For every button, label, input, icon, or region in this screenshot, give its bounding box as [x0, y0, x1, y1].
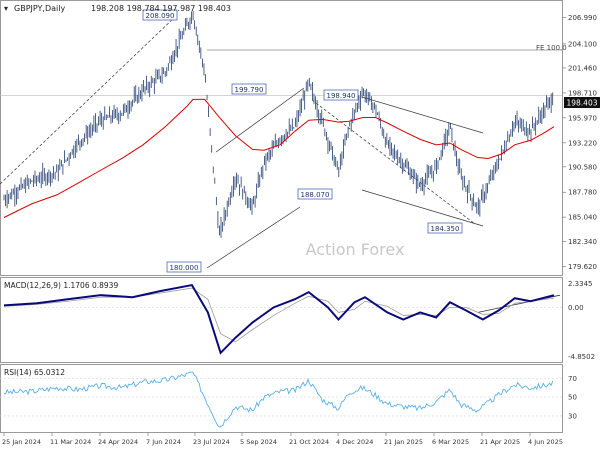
- x-tick-label: 5 Sep 2024: [240, 438, 277, 446]
- macd-tick-label: 0.00: [568, 304, 584, 312]
- rsi-line: [3, 371, 554, 428]
- annotation-label: 180.000: [170, 264, 199, 272]
- annotation-box: [231, 83, 267, 95]
- macd-tick-label: -4.8502: [568, 353, 595, 361]
- price-axis: 206.990 204.100 201.460 198.710 195.970 193.2…: [562, 14, 597, 271]
- x-tick-label: 7 Jun 2024: [146, 438, 181, 446]
- last-price-marker: 198.403: [564, 97, 600, 108]
- price-tick-label: 182.340: [568, 238, 597, 246]
- watermark: Action Forex: [306, 240, 405, 259]
- rsi-panel: 70 50 30 RSI(14) 65.0312: [0, 364, 577, 433]
- annotation-label: 198.940: [327, 92, 356, 100]
- annotation-label: 199.790: [235, 86, 264, 94]
- chart-header: ▾ GBPJPY,Daily 198.208 198.784 197.987 1…: [4, 4, 231, 13]
- x-tick-label: 6 Mar 2025: [432, 438, 469, 446]
- rsi-tick-label: 70: [568, 375, 577, 383]
- last-price-label: 198.403: [566, 99, 597, 108]
- annotation-box: [427, 222, 463, 234]
- rsi-grid: [0, 377, 562, 417]
- macd-line: [3, 283, 555, 355]
- trendlines: [0, 15, 484, 269]
- x-axis: 25 Jan 2024 11 Mar 2024 24 Apr 2024 7 Jun 2…: [2, 433, 563, 446]
- rsi-label: RSI(14) 65.0312: [4, 368, 65, 377]
- price-tick-label: 193.220: [568, 139, 597, 147]
- macd-axis: 2.3345 0.00 -4.8502: [568, 280, 595, 361]
- rsi-tick-label: 30: [568, 412, 577, 420]
- price-tick-label: 206.990: [568, 14, 597, 22]
- fe-label: FE 100.0: [536, 44, 567, 52]
- x-tick-label: 25 Jan 2024: [2, 438, 41, 446]
- price-tick-label: 179.620: [568, 263, 597, 271]
- rsi-tick-label: 50: [568, 394, 577, 402]
- ohlc-label: 198.208 198.784 197.987 198.403: [91, 4, 231, 13]
- annotation-label: 208.090: [146, 12, 175, 20]
- macd-panel-frame: [0, 277, 563, 363]
- annotation-box: [297, 188, 333, 200]
- x-tick-label: 4 Dec 2024: [336, 438, 373, 446]
- x-tick-label: 21 Jan 2025: [384, 438, 423, 446]
- trendline: [215, 87, 305, 153]
- rsi-axis: 70 50 30: [568, 375, 577, 421]
- price-tick-label: 190.580: [568, 163, 597, 171]
- price-tick-label: 204.100: [568, 40, 597, 48]
- header-arrow: ▾: [4, 4, 8, 13]
- trendline: [0, 15, 177, 185]
- price-annotations: 208.090 199.790 198.940 188.070 184.350 180.0…: [142, 9, 463, 273]
- moving-average-line: [3, 98, 555, 218]
- macd-panel: 2.3345 0.00 -4.8502 MACD(12,26,9) 1.1706 0…: [0, 277, 595, 363]
- annotation-label: 184.350: [431, 225, 460, 233]
- price-tick-label: 187.780: [568, 189, 597, 197]
- annotation-box: [323, 89, 359, 101]
- macd-tick-label: 2.3345: [568, 280, 593, 288]
- x-tick-label: 11 Mar 2024: [50, 438, 91, 446]
- price-tick-label: 195.970: [568, 114, 597, 122]
- x-tick-label: 21 Apr 2025: [480, 438, 520, 446]
- x-tick-label: 4 Jun 2025: [528, 438, 563, 446]
- price-tick-label: 201.460: [568, 64, 597, 72]
- price-grid: [0, 49, 562, 97]
- trendline: [206, 206, 301, 269]
- price-candles: [3, 10, 554, 238]
- macd-signal-line: [3, 287, 555, 343]
- trendline: [311, 99, 476, 225]
- price-tick-label: 198.710: [568, 89, 597, 97]
- annotation-label: 188.070: [301, 191, 330, 199]
- x-tick-label: 23 Jul 2024: [193, 438, 230, 446]
- trendline: [361, 189, 484, 227]
- price-tick-label: 185.040: [568, 214, 597, 222]
- rsi-panel-frame: [0, 364, 563, 433]
- annotation-box: [166, 261, 202, 273]
- annotation-box: [142, 9, 178, 21]
- trendline: [361, 96, 484, 134]
- x-tick-label: 21 Oct 2024: [289, 438, 329, 446]
- symbol-label: GBPJPY,Daily: [14, 4, 65, 13]
- x-tick-label: 24 Apr 2024: [98, 438, 138, 446]
- price-panel: Action Forex 208.090 199.790 198.940 188.07…: [0, 0, 600, 276]
- macd-label: MACD(12,26,9) 1.1706 0.8939: [4, 281, 118, 290]
